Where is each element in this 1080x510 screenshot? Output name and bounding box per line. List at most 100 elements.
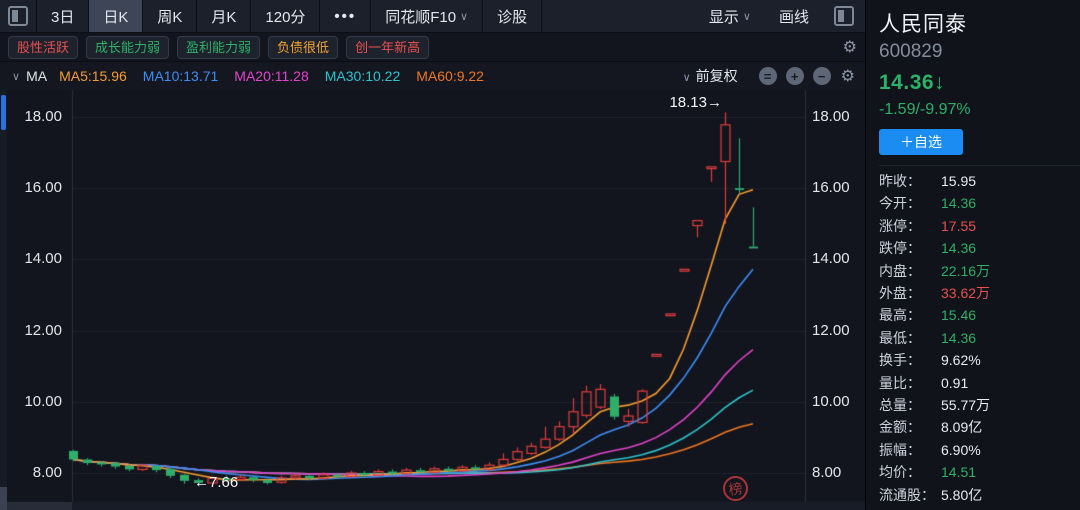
default-scale-icon[interactable]: =	[758, 67, 777, 85]
stat-label: 昨收：	[879, 173, 921, 189]
kline-chart[interactable]	[0, 90, 865, 510]
stat-label: 今开：	[879, 195, 921, 212]
tab-more[interactable]: •••	[320, 0, 372, 32]
tab-label: 月K	[211, 8, 237, 26]
stock-tag[interactable]: 盈利能力弱	[177, 35, 261, 59]
stat-row: 涨停： 17.55	[879, 215, 1080, 237]
stat-row: 最高： 15.46	[879, 304, 1080, 326]
zoom-out-icon[interactable]: −	[812, 67, 831, 85]
tab-120分[interactable]: 120分	[251, 0, 321, 32]
indicator-gear-icon[interactable]: ⚙	[840, 68, 855, 85]
ma-value-label: MA10:13.71	[142, 68, 219, 84]
tab-label: 同花顺F10	[385, 8, 457, 26]
stat-label: 最低：	[879, 329, 921, 346]
stat-row: 换手： 9.62%	[879, 349, 1080, 371]
stock-tag[interactable]: 创一年新高	[346, 35, 430, 59]
scroll-indicator[interactable]	[1, 95, 6, 130]
stat-label: 均价：	[879, 464, 921, 481]
chevron-down-icon: ∨	[682, 72, 691, 84]
adjust-mode-dropdown[interactable]: ∨ 前复权	[683, 66, 738, 86]
y-axis-label-right: 14.00	[812, 250, 850, 268]
draw-line-label: 画线	[778, 8, 809, 26]
period-toolbar: 3日 日K 周K 月K 120分 ••• 同花顺F10 ∨ 诊股 显示 ∨ 画线	[0, 0, 865, 33]
ma-value-label: MA20:11.28	[234, 68, 309, 84]
stock-code: 600829	[879, 41, 943, 62]
adjust-label: 前复权	[695, 68, 738, 84]
tab-日K[interactable]: 日K	[89, 0, 144, 32]
stat-value: 15.95	[941, 173, 977, 189]
stock-tags: 股性活跃 成长能力弱 盈利能力弱 负债很低 创一年新高	[8, 35, 430, 59]
stat-label: 涨停：	[879, 217, 921, 234]
draw-line-button[interactable]: 画线	[765, 0, 823, 32]
stock-tag[interactable]: 成长能力弱	[86, 35, 170, 59]
high-price-annotation: 18.13→	[669, 94, 722, 111]
tab-诊股[interactable]: 诊股	[483, 0, 543, 32]
collapse-chevron-icon[interactable]: ∨	[12, 70, 21, 83]
chevron-down-icon: ∨	[742, 10, 751, 23]
stock-name: 人民同泰	[879, 13, 967, 36]
stat-value: 33.62万	[941, 285, 991, 302]
stat-value: 6.90%	[941, 441, 981, 458]
tab-3日[interactable]: 3日	[37, 0, 90, 32]
ma-values: MA5:15.96 MA10:13.71 MA20:11.28 MA30:10.22 M…	[59, 68, 500, 84]
stat-value: 22.16万	[941, 262, 991, 279]
stat-row: 昨收： 15.95	[879, 170, 1080, 192]
stat-label: 外盘：	[879, 285, 921, 302]
toggle-right-panel-icon[interactable]	[823, 0, 865, 32]
ma-value-label: MA5:15.96	[59, 68, 127, 84]
ma-value-label: MA60:9.22	[416, 68, 484, 84]
chart-pane: 3日 日K 周K 月K 120分 ••• 同花顺F10 ∨ 诊股 显示 ∨ 画线 股性活跃 成长能…	[0, 0, 865, 510]
stat-row: 流通股： 5.80亿	[879, 484, 1080, 506]
tab-月K[interactable]: 月K	[197, 0, 252, 32]
y-axis-label-right: 12.00	[812, 321, 850, 339]
stat-label: 跌停：	[879, 240, 921, 257]
stat-label: 振幅：	[879, 441, 921, 458]
stat-value: 8.09亿	[941, 419, 983, 436]
stock-tag[interactable]: 负债很低	[268, 35, 339, 59]
ma-indicator-bar: ∨ MA MA5:15.96 MA10:13.71 MA20:11.28 MA30:1…	[0, 62, 865, 90]
panel-icon	[8, 6, 28, 26]
stat-row: 均价： 14.51	[879, 461, 1080, 483]
tab-周K[interactable]: 周K	[143, 0, 198, 32]
y-axis-label-left: 12.00	[24, 321, 62, 339]
stat-label: 金额：	[879, 419, 921, 436]
add-watchlist-button[interactable]: ＋自选	[879, 129, 963, 155]
tab-label: 3日	[51, 8, 75, 26]
stat-value: 0.91	[941, 374, 969, 391]
y-axis-label-left: 8.00	[32, 464, 62, 481]
y-axis-label-right: 10.00	[812, 392, 850, 410]
ma-value-label: MA30:10.22	[324, 68, 401, 84]
tab-label: •••	[334, 7, 357, 25]
ma-title[interactable]: MA	[26, 68, 48, 84]
stat-row: 振幅： 6.90%	[879, 439, 1080, 461]
kline-chart-area: 18.00 18.00 16.00 16.00 14.00 14.00 12.00 12.00…	[0, 90, 865, 510]
stat-row: 外盘： 33.62万	[879, 282, 1080, 304]
stat-value: 5.80亿	[941, 486, 983, 503]
stat-label: 内盘：	[879, 262, 921, 279]
stat-value: 14.36	[941, 329, 977, 346]
y-axis-label-right: 16.00	[812, 179, 850, 197]
quote-panel: 人民同泰 600829 14.36↓ -1.59/-9.97% ＋自选 昨收： 1…	[865, 0, 1080, 510]
left-scroll-strip[interactable]	[0, 90, 7, 510]
settings-gear-icon[interactable]: ⚙	[842, 39, 857, 56]
stat-row: 金额： 8.09亿	[879, 416, 1080, 438]
display-menu[interactable]: 显示 ∨	[695, 0, 765, 32]
tab-label: 诊股	[497, 8, 528, 26]
stock-tag[interactable]: 股性活跃	[8, 35, 79, 59]
tab-同花顺F10[interactable]: 同花顺F10 ∨	[371, 0, 484, 32]
tab-label: 日K	[103, 8, 129, 26]
stat-row: 总量： 55.77万	[879, 394, 1080, 416]
stock-tag-row: 股性活跃 成长能力弱 盈利能力弱 负债很低 创一年新高 ⚙	[0, 33, 865, 62]
stat-value: 15.46	[941, 307, 977, 324]
stat-value: 14.51	[941, 464, 977, 481]
toggle-left-panel-icon[interactable]	[0, 0, 37, 32]
y-axis-label-right: 18.00	[812, 108, 850, 125]
scroll-track-end	[0, 487, 7, 510]
stat-value: 9.62%	[941, 352, 981, 369]
chevron-down-icon: ∨	[460, 10, 469, 23]
stat-label: 流通股：	[879, 486, 935, 503]
zoom-in-icon[interactable]: +	[785, 67, 804, 85]
stat-label: 总量：	[879, 397, 921, 414]
price-change: -1.59/-9.97%	[879, 101, 971, 118]
